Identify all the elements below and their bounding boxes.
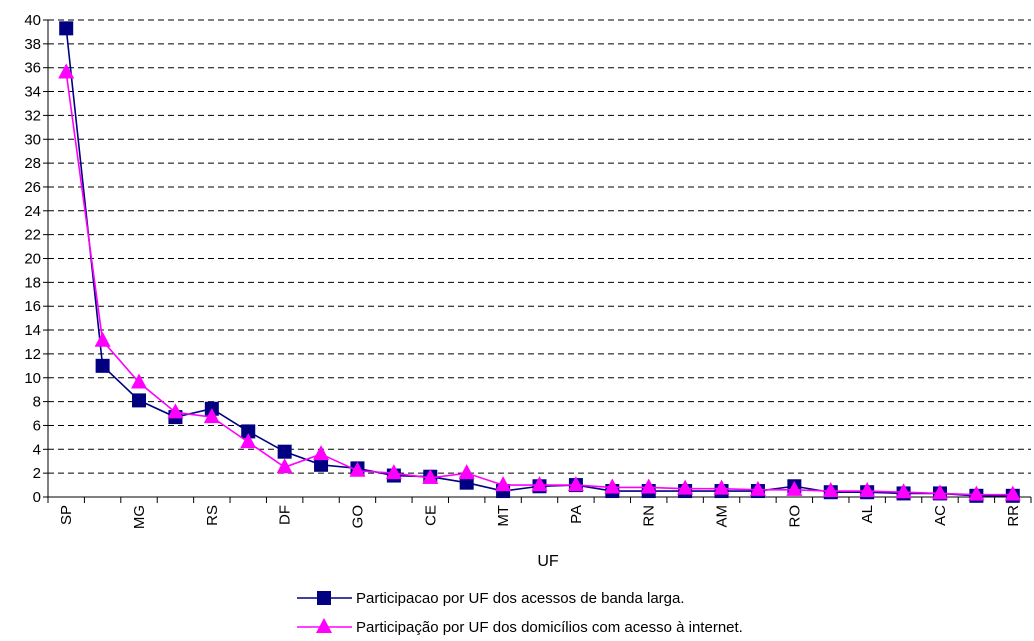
legend-item-1: Participacao por UF dos acessos de banda…	[297, 590, 685, 607]
data-point-triangle	[316, 618, 332, 633]
y-tick-label: 24	[24, 203, 41, 220]
y-tick-label: 6	[33, 417, 41, 434]
y-tick-label: 32	[24, 107, 41, 124]
data-point-triangle	[931, 484, 948, 500]
y-tick-label: 26	[24, 179, 41, 196]
y-tick-label: 12	[24, 346, 41, 363]
y-tick-label: 10	[24, 370, 41, 387]
y-tick-label: 36	[24, 60, 41, 77]
legend: Participacao por UF dos acessos de banda…	[297, 590, 743, 636]
data-point-triangle	[604, 478, 621, 494]
data-point-triangle	[531, 476, 548, 492]
data-point-triangle	[458, 464, 475, 480]
data-point-triangle	[895, 483, 912, 499]
legend-label: Participação por UF dos domicílios com a…	[356, 619, 743, 636]
data-point-square	[317, 591, 331, 605]
data-point-square	[132, 393, 147, 408]
x-tick-label: MG	[131, 505, 148, 529]
data-point-triangle	[385, 464, 402, 480]
x-tick-label: AC	[932, 505, 949, 526]
y-tick-label: 4	[33, 441, 41, 458]
data-point-square	[314, 457, 329, 472]
data-point-triangle	[677, 479, 694, 495]
data-point-triangle	[1004, 485, 1021, 501]
data-point-square	[59, 21, 74, 36]
y-tick-label: 20	[24, 251, 41, 268]
data-point-triangle	[131, 373, 148, 389]
legend-item-2: Participação por UF dos domicílios com a…	[297, 618, 743, 636]
data-point-triangle	[94, 331, 111, 347]
x-tick-label: CE	[422, 505, 439, 526]
y-tick-label: 8	[33, 394, 41, 411]
y-tick-label: 22	[24, 227, 41, 244]
data-point-triangle	[203, 408, 220, 424]
data-point-square	[277, 444, 292, 459]
data-point-triangle	[822, 482, 839, 498]
x-tick-label: PA	[568, 505, 585, 524]
x-tick-label: DF	[277, 505, 294, 525]
data-point-triangle	[167, 403, 184, 419]
y-tick-label: 38	[24, 36, 41, 53]
data-point-triangle	[58, 63, 75, 79]
x-tick-label: SP	[58, 505, 75, 525]
x-tick-label: MT	[495, 505, 512, 527]
legend-label: Participacao por UF dos acessos de banda…	[356, 590, 685, 607]
y-tick-label: 34	[24, 84, 41, 101]
data-point-triangle	[859, 482, 876, 498]
data-point-triangle	[968, 485, 985, 501]
data-point-triangle	[349, 461, 366, 477]
x-tick-label: RO	[786, 505, 803, 528]
series-2	[58, 63, 1021, 501]
series-1	[59, 21, 1020, 503]
y-tick-label: 30	[24, 131, 41, 148]
x-tick-label: RN	[641, 505, 658, 527]
data-point-triangle	[749, 480, 766, 496]
y-tick-label: 2	[33, 465, 41, 482]
y-tick-label: 40	[24, 12, 41, 29]
x-axis-label: UF	[537, 553, 559, 570]
data-point-triangle	[313, 445, 330, 461]
x-tick-label: RS	[204, 505, 221, 526]
x-tick-label: RR	[1005, 505, 1022, 527]
data-point-triangle	[276, 458, 293, 474]
x-tick-label: GO	[349, 505, 366, 528]
y-tick-label: 18	[24, 274, 41, 291]
data-point-triangle	[240, 433, 257, 449]
data-point-triangle	[422, 468, 439, 484]
y-tick-label: 28	[24, 155, 41, 172]
x-axis-ticks: SP MG RS DF GO CE MT PA RN AM RO AL AC RR	[47, 497, 1032, 529]
data-point-square	[459, 475, 474, 490]
data-point-triangle	[640, 478, 657, 494]
y-tick-label: 16	[24, 298, 41, 315]
gridlines	[48, 19, 1031, 474]
data-point-triangle	[495, 476, 512, 492]
data-point-square	[241, 424, 256, 439]
data-point-triangle	[786, 480, 803, 496]
data-point-square	[95, 358, 110, 373]
x-tick-label: AL	[859, 505, 876, 523]
y-tick-label: 14	[24, 322, 41, 339]
y-tick-label: 0	[33, 489, 41, 506]
series-group	[58, 21, 1021, 503]
series-line	[65, 72, 1013, 496]
data-point-triangle	[567, 476, 584, 492]
x-tick-label: AM	[714, 505, 731, 528]
data-point-triangle	[713, 479, 730, 495]
